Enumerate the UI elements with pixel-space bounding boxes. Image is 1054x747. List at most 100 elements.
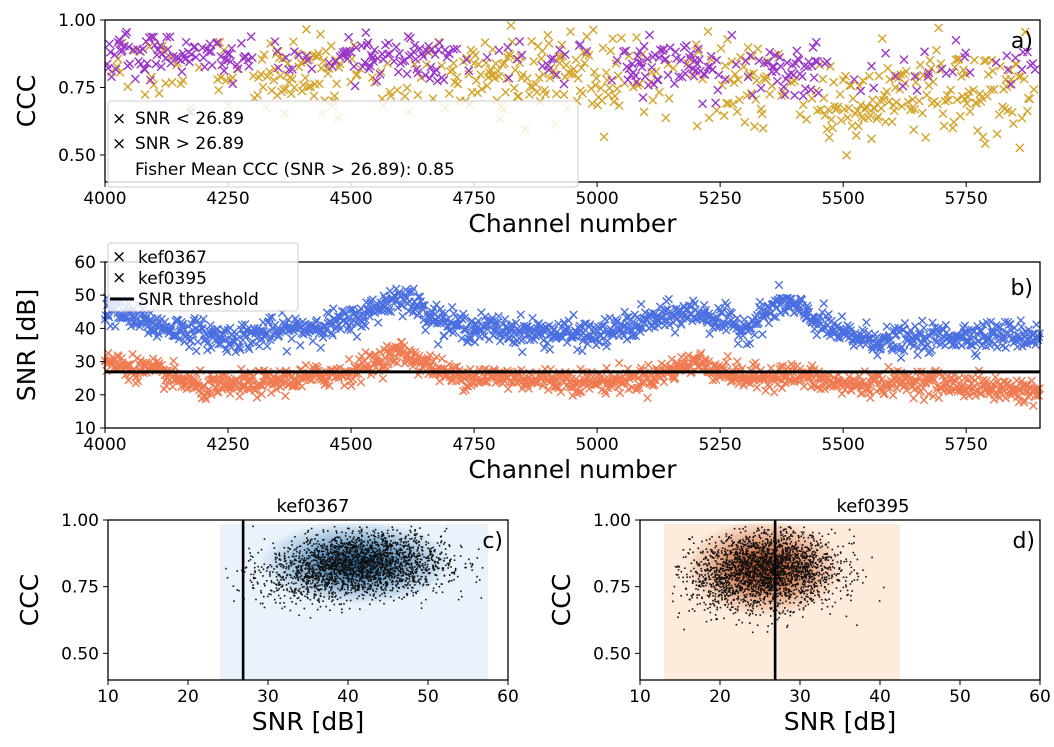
panel-c-point xyxy=(323,561,325,563)
panel-a-point-low xyxy=(510,65,520,75)
panel-a-point-low xyxy=(422,60,432,70)
panel-c-point xyxy=(335,558,337,561)
panel-b-point-kef0395 xyxy=(614,358,624,368)
panel-b-point-kef0367 xyxy=(189,316,199,325)
panel-c-point xyxy=(386,549,389,551)
panel-c-point xyxy=(341,531,343,534)
panel-a-point-low xyxy=(576,63,586,73)
panel-c-point xyxy=(307,543,309,546)
panel-c-point xyxy=(429,548,431,550)
panel-c-point xyxy=(283,552,286,555)
panel-a-point-high xyxy=(363,38,373,48)
panel-b-point-kef0367 xyxy=(198,324,207,333)
panel-a-point-low xyxy=(610,91,620,101)
panel-a-point-low xyxy=(258,82,268,92)
panel-a-point-low xyxy=(854,121,864,131)
panel-a-point-high xyxy=(417,49,427,59)
panel-a-point-high xyxy=(1002,51,1012,61)
panel-a-point-low xyxy=(743,42,753,52)
panel-b-point-kef0367 xyxy=(135,322,144,332)
panel-c-point xyxy=(356,579,358,582)
panel-c-point xyxy=(250,555,252,557)
panel-c-point xyxy=(399,543,402,546)
panel-a-point-high xyxy=(559,79,569,89)
panel-a-point-high xyxy=(343,54,353,64)
panel-a-point-high xyxy=(227,43,237,53)
panel-a-point-low xyxy=(592,73,602,83)
panel-a-point-low xyxy=(559,90,569,100)
panel-c-point xyxy=(349,536,352,538)
panel-a-point-high xyxy=(302,55,312,65)
panel-c-point xyxy=(296,546,299,549)
panel-c-point xyxy=(414,565,416,568)
panel-c-point xyxy=(434,549,436,551)
panel-c-point xyxy=(397,576,400,579)
panel-c-point xyxy=(448,574,451,576)
panel-a-point-high xyxy=(856,86,866,96)
panel-c-point xyxy=(396,529,398,532)
panel-a-point-high xyxy=(951,35,961,45)
panel-a-point-high xyxy=(270,37,280,47)
panel-a-point-low xyxy=(257,54,267,64)
panel-c-point xyxy=(269,575,271,577)
panel-a-xtick-label: 5750 xyxy=(945,189,988,209)
panel-b-point-kef0367 xyxy=(203,338,213,347)
panel-a-point-low xyxy=(577,88,587,98)
panel-a-point-high xyxy=(503,42,513,52)
panel-c-point xyxy=(401,544,404,547)
panel-b-point-kef0367 xyxy=(266,335,275,345)
panel-a-point-low xyxy=(402,83,412,93)
panel-c-point xyxy=(376,559,378,561)
panel-c-point xyxy=(346,592,348,595)
panel-a-point-high xyxy=(219,66,229,76)
panel-b-point-kef0367 xyxy=(940,341,950,350)
panel-c-point xyxy=(382,589,385,591)
panel-b-point-kef0367 xyxy=(206,321,215,330)
panel-c-point xyxy=(309,586,312,588)
panel-b-point-kef0367 xyxy=(812,330,822,340)
panel-c-point xyxy=(326,581,328,584)
panel-a-point-low xyxy=(712,105,722,115)
panel-c-point xyxy=(313,559,315,561)
panel-a-point-low xyxy=(865,110,875,120)
panel-c-point xyxy=(270,593,272,596)
panel-c-point xyxy=(392,587,394,590)
panel-c-point xyxy=(407,570,410,572)
panel-a-xtick-label: 4500 xyxy=(329,189,372,209)
panel-b-point-kef0395 xyxy=(866,393,875,403)
panel-c-point xyxy=(325,572,328,575)
panel-a-point-low xyxy=(703,27,713,37)
panel-c-point xyxy=(369,539,371,541)
panel-c-point xyxy=(263,583,266,585)
panel-b-point-kef0395 xyxy=(919,395,929,405)
panel-c-point xyxy=(427,542,430,544)
panel-a-point-low xyxy=(870,103,880,113)
panel-a-point-high xyxy=(115,39,125,49)
panel-a-point-low xyxy=(1015,143,1025,153)
panel-c-point xyxy=(470,565,473,568)
panel-b-point-kef0395 xyxy=(934,393,944,403)
panel-c-point xyxy=(408,566,411,569)
panel-c-point xyxy=(306,548,309,550)
panel-c-point xyxy=(290,581,293,584)
panel-c-point xyxy=(294,577,297,579)
panel-c-point xyxy=(339,589,341,592)
panel-c-point xyxy=(363,580,366,583)
panel-c-point xyxy=(384,561,387,563)
panel-c-point xyxy=(292,594,295,597)
panel-a-point-low xyxy=(464,69,474,79)
panel-c-point xyxy=(416,549,419,552)
panel-c-point xyxy=(412,591,415,594)
panel-a-point-low xyxy=(909,125,919,135)
panel-a-point-high xyxy=(703,62,713,72)
panel-c-point xyxy=(313,564,316,566)
panel-c-point xyxy=(397,581,399,584)
panel-c-point xyxy=(382,584,385,586)
panel-a-point-high xyxy=(1003,65,1013,75)
panel-c-point xyxy=(306,537,308,539)
panel-c-point xyxy=(432,587,435,590)
panel-c-point xyxy=(408,578,411,580)
panel-a-point-high xyxy=(634,57,644,67)
panel-a-point-low xyxy=(931,45,941,55)
